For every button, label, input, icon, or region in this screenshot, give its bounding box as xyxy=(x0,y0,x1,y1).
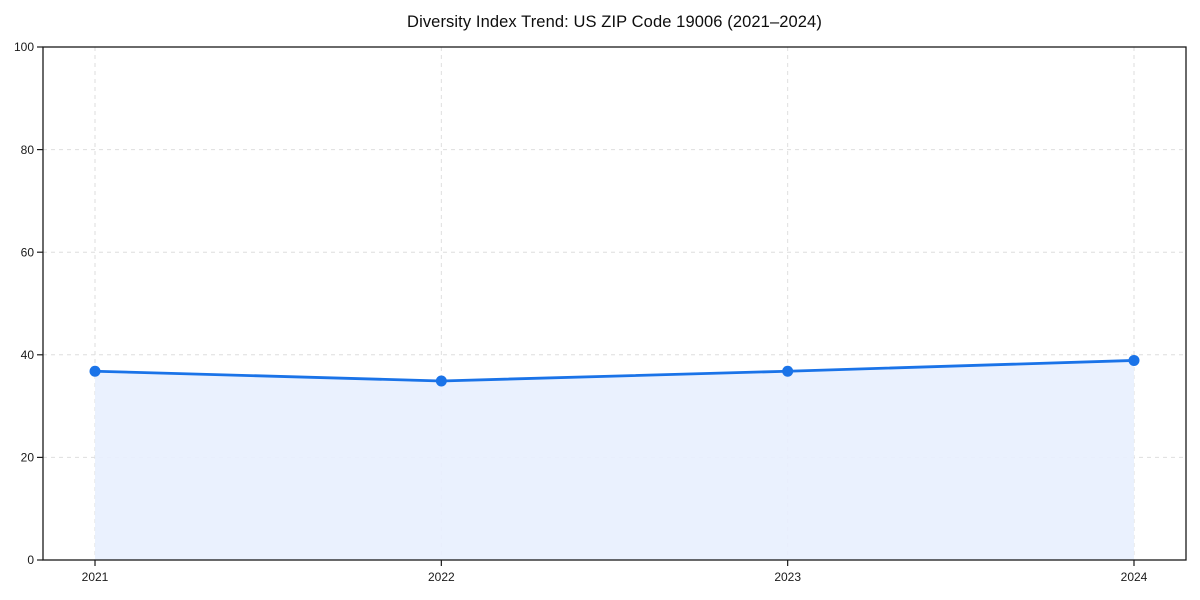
y-axis-tick-label: 80 xyxy=(21,143,35,157)
trend-line xyxy=(93,359,1136,383)
data-point xyxy=(435,375,447,387)
y-axis-tick-label: 40 xyxy=(21,348,35,362)
y-axis-tick-label: 100 xyxy=(14,40,34,54)
y-axis-tick-label: 0 xyxy=(27,553,34,567)
data-point xyxy=(1128,354,1140,366)
x-axis-tick-label: 2022 xyxy=(428,570,455,584)
plot-border xyxy=(42,46,1187,561)
x-axis-tick-label: 2023 xyxy=(774,570,801,584)
y-axis-tick-label: 20 xyxy=(21,451,35,465)
x-axis-tick-label: 2021 xyxy=(82,570,109,584)
area-fill xyxy=(95,360,1134,560)
chart-title: Diversity Index Trend: US ZIP Code 19006… xyxy=(407,13,822,31)
data-point xyxy=(89,365,101,377)
data-point xyxy=(782,365,794,377)
x-axis-tick-label: 2024 xyxy=(1121,570,1148,584)
y-axis-tick-label: 60 xyxy=(21,245,35,259)
